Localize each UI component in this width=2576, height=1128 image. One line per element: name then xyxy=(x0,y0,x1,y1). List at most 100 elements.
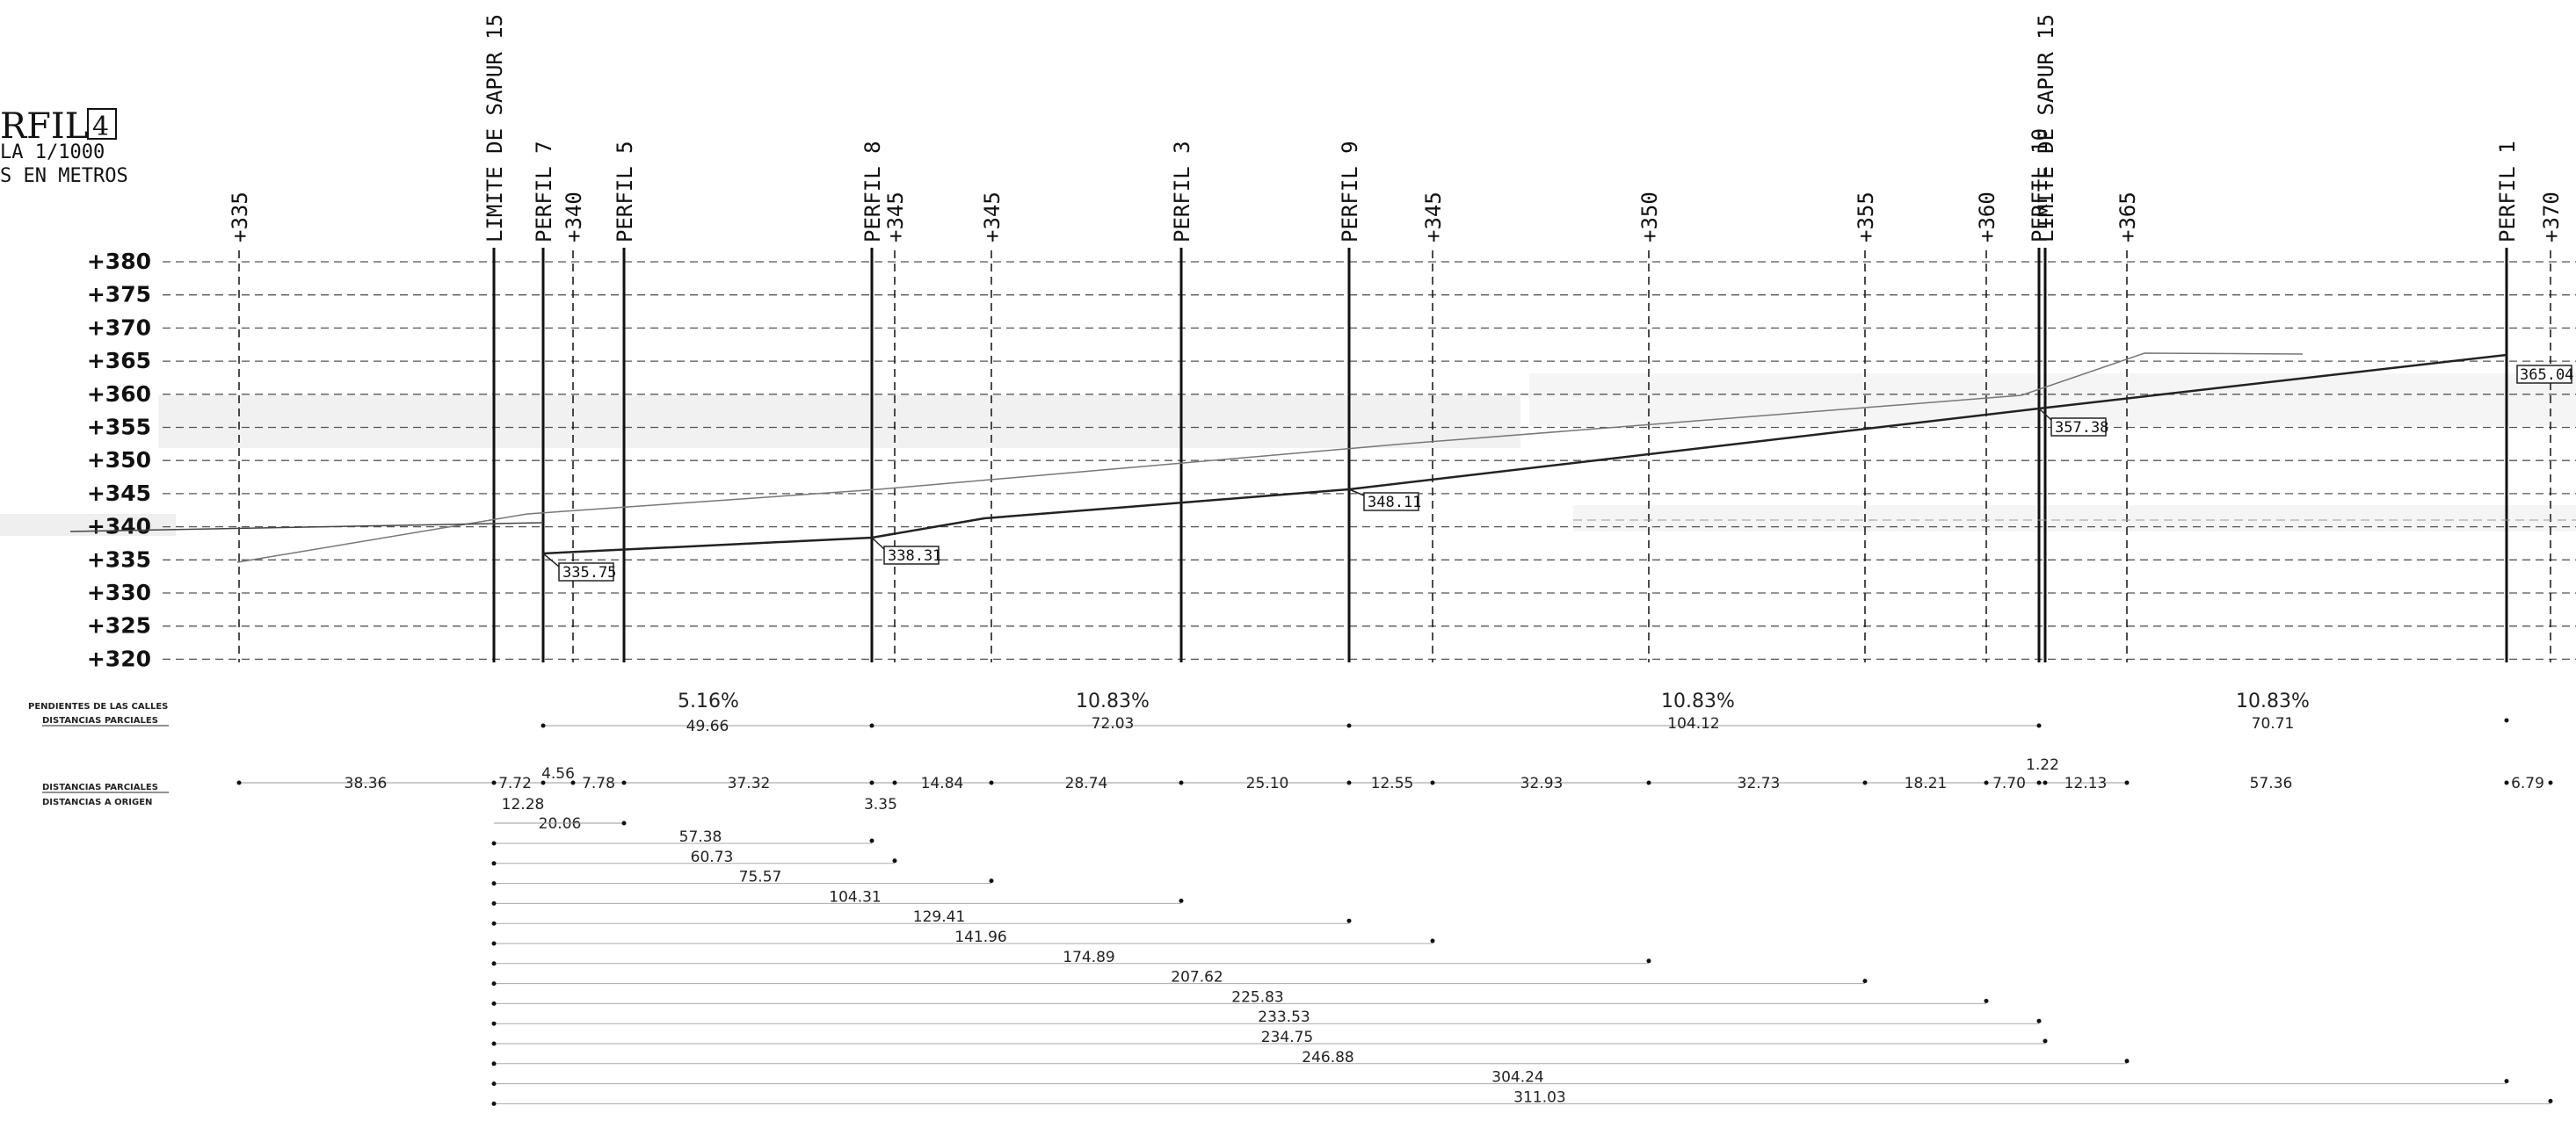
partial-distances-band: 38.36 7.72 4.56 7.78 37.32 14.84 28.74 2… xyxy=(236,756,2553,833)
slopes-band: 5.16% 10.83% 10.83% 10.83% 49.66 72.03 1… xyxy=(541,691,2509,735)
partial-node xyxy=(2504,780,2509,785)
title-units: S EN METROS xyxy=(0,165,128,187)
elevation-callout: 348.11 xyxy=(1348,488,1421,511)
terrain-line xyxy=(236,352,2304,563)
station-label: PERFIL 10 xyxy=(2028,128,2052,242)
partial-node xyxy=(1346,780,1352,785)
partial-node xyxy=(2043,780,2048,785)
partial-node xyxy=(892,780,897,785)
station-label: +350 xyxy=(1637,192,1662,242)
reference-line xyxy=(69,522,544,532)
partial-distance: 7.72 xyxy=(498,775,532,792)
station-label: +360 xyxy=(1975,192,1999,242)
street-grade-line xyxy=(542,353,2507,555)
station-label: PERFIL 9 xyxy=(1338,141,1362,242)
slope-label: 10.83% xyxy=(1661,691,1735,712)
svg-text:348.11: 348.11 xyxy=(1368,494,1421,511)
partial-node xyxy=(1430,780,1435,785)
partial-distance: 32.73 xyxy=(1738,775,1781,792)
partial-node xyxy=(1862,780,1868,785)
partial-node xyxy=(621,780,627,785)
elevation-grid xyxy=(163,261,2576,661)
partial-subdistance: 3.35 xyxy=(864,796,897,813)
band-titles: PENDIENTES DE LAS CALLES DISTANCIAS PARC… xyxy=(28,702,169,807)
origin-distance: 141.96 xyxy=(954,929,1006,946)
origin-distances-band: 57.38 60.73 75.57 104.31 129.41 141.96 174.89 2… xyxy=(491,828,2553,1106)
origin-distance: 57.38 xyxy=(679,828,722,846)
partial-node xyxy=(869,780,874,785)
station-label: PERFIL 1 xyxy=(2495,141,2520,242)
partial-distance: 7.78 xyxy=(582,775,615,792)
partial-distance: 12.13 xyxy=(2064,775,2108,792)
station-label: +335 xyxy=(228,192,252,242)
partial-node xyxy=(1646,780,1651,785)
elevation-tick-label: +325 xyxy=(87,613,151,639)
street-distance: 49.66 xyxy=(686,718,729,735)
elevation-tick-label: +350 xyxy=(87,447,151,473)
partial-distance: 1.22 xyxy=(2026,756,2059,774)
station-label: LIMITE DE SAPUR 15 xyxy=(2034,14,2058,242)
station-label: +365 xyxy=(2115,192,2140,242)
station-label: PERFIL 7 xyxy=(532,141,556,242)
origin-distance: 311.03 xyxy=(1513,1088,1565,1106)
elevation-callout: 365.04 xyxy=(2516,365,2573,384)
title-number-box xyxy=(87,108,117,140)
partial-title-2: DISTANCIAS PARCIALES xyxy=(42,783,158,792)
svg-text:357.38: 357.38 xyxy=(2055,419,2108,437)
elevation-tick-label: +320 xyxy=(87,646,151,671)
station-label: +345 xyxy=(1421,192,1446,242)
partial-subdistance: 20.06 xyxy=(539,815,582,833)
elevation-callout: 357.38 xyxy=(2038,408,2108,437)
partial-distance: 32.93 xyxy=(1520,775,1564,792)
street-distance: 72.03 xyxy=(1092,715,1135,733)
elevation-tick-label: +340 xyxy=(87,514,151,539)
partial-distance: 37.32 xyxy=(728,775,771,792)
svg-text:365.04: 365.04 xyxy=(2520,366,2573,384)
origin-distance: 129.41 xyxy=(913,908,965,926)
elevation-tick-label: +355 xyxy=(87,415,151,440)
partial-node xyxy=(1179,780,1184,785)
partial-distance: 25.10 xyxy=(1246,775,1289,792)
elevation-tick-label: +375 xyxy=(87,282,151,307)
origin-distance: 233.53 xyxy=(1258,1009,1310,1026)
origin-distance: 246.88 xyxy=(1302,1049,1353,1067)
elevation-tick-label: +370 xyxy=(87,315,151,340)
title-block: RFIL 4 LA 1/1000 S EN METROS xyxy=(0,106,128,187)
partial-node xyxy=(2124,780,2130,785)
origin-distance: 75.57 xyxy=(739,869,782,886)
partial-distance: 7.70 xyxy=(1992,775,2026,792)
slope-label: 10.83% xyxy=(1076,691,1150,712)
slope-label: 5.16% xyxy=(678,691,739,712)
elevation-callouts: 335.75 338.31 348.11 357.38 365.04 xyxy=(542,365,2573,582)
station-label: +345 xyxy=(883,192,908,242)
elevation-axis-labels: +380 +375 +370 +365 +360 +355 +350 +345 +340 +335… xyxy=(87,249,151,671)
partial-distance: 6.79 xyxy=(2511,775,2544,792)
partial-node xyxy=(541,780,546,785)
elevation-tick-label: +365 xyxy=(87,348,151,373)
station-label: PERFIL 8 xyxy=(860,141,885,242)
origin-title: DISTANCIAS A ORIGEN xyxy=(42,798,152,807)
elevation-tick-label: +380 xyxy=(87,249,151,274)
station-label: PERFIL 5 xyxy=(613,141,637,242)
station-label: PERFIL 3 xyxy=(1170,141,1194,242)
elevation-callout: 338.31 xyxy=(871,537,941,565)
partial-node xyxy=(236,780,242,785)
partial-distance: 4.56 xyxy=(541,765,575,783)
origin-distance: 104.31 xyxy=(829,888,881,906)
station-label: +355 xyxy=(1854,192,1878,242)
slope-label: 10.83% xyxy=(2236,691,2310,712)
partial-node xyxy=(2548,780,2553,785)
title-number: 4 xyxy=(92,112,109,142)
title-scale: LA 1/1000 xyxy=(0,141,105,163)
street-distance: 70.71 xyxy=(2252,715,2295,733)
origin-distance: 304.24 xyxy=(1491,1069,1543,1087)
svg-text:335.75: 335.75 xyxy=(562,564,616,582)
station-verticals: +335 LIMITE DE SAPUR 15 PERFIL 7 +340 PERFIL… xyxy=(228,14,2564,662)
partial-node xyxy=(491,780,497,785)
svg-text:338.31: 338.31 xyxy=(888,547,941,565)
elevation-tick-label: +345 xyxy=(87,481,151,506)
partial-distance: 14.84 xyxy=(921,775,964,792)
partial-distance: 38.36 xyxy=(345,775,388,792)
partial-distance: 57.36 xyxy=(2250,775,2293,792)
